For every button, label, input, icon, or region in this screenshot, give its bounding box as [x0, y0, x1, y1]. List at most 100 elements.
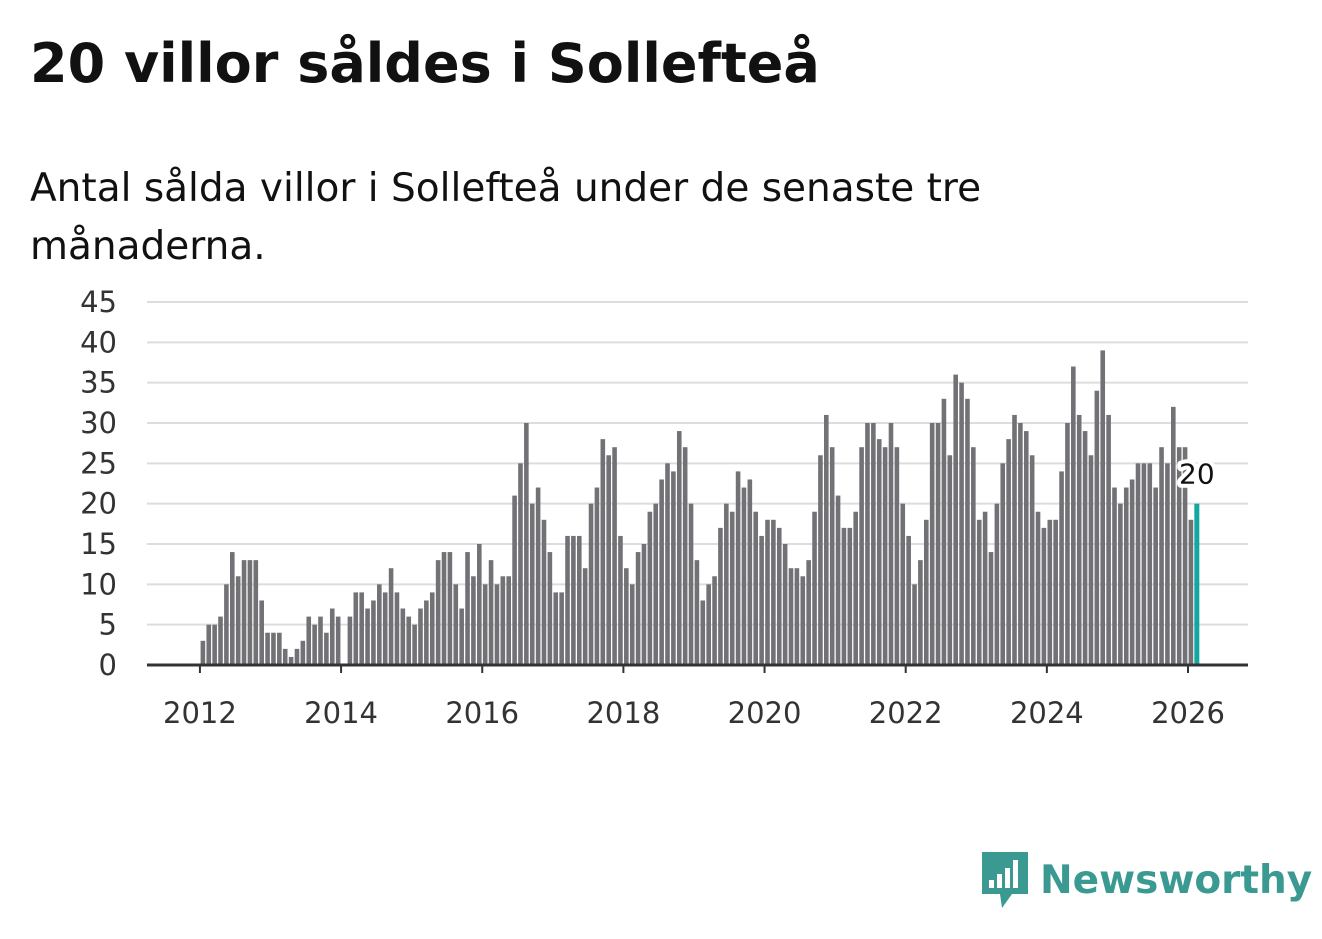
bar [306, 616, 312, 665]
bar [700, 600, 706, 665]
annotations: 2020 [1175, 454, 1219, 495]
y-axis: 0 5 10 15 20 25 30 35 40 45 [80, 285, 117, 682]
bar [1106, 414, 1111, 665]
bar [1012, 414, 1017, 665]
bar [894, 447, 900, 665]
bar [1147, 463, 1153, 665]
bar [1135, 463, 1141, 665]
bar [835, 495, 841, 665]
bar [535, 487, 541, 665]
bar-latest [1194, 503, 1200, 665]
bar [959, 382, 964, 665]
bar [882, 447, 888, 665]
bar [629, 584, 635, 665]
bar [1176, 447, 1182, 665]
chart-subtitle: Antal sålda villor i Sollefteå under de … [30, 166, 982, 269]
bar [500, 576, 506, 665]
bar [1129, 479, 1135, 665]
bar [406, 616, 412, 665]
bar [1018, 423, 1023, 665]
bar [259, 600, 264, 665]
bar [624, 568, 629, 665]
bar [388, 568, 394, 665]
bar [965, 398, 970, 665]
bar [771, 519, 776, 665]
bar [541, 519, 547, 665]
bar [300, 640, 306, 665]
bar [818, 455, 823, 665]
bar [1035, 511, 1041, 665]
bar [477, 544, 482, 665]
bar [1071, 366, 1076, 665]
x-tick-label: 2016 [445, 696, 519, 730]
bar [424, 600, 429, 665]
bar [524, 423, 529, 665]
bar [912, 584, 917, 665]
bar [900, 503, 906, 665]
bar [218, 616, 223, 665]
bar [512, 495, 517, 665]
bar [776, 527, 782, 665]
bar [447, 552, 453, 665]
bar [518, 463, 523, 665]
bar [718, 527, 723, 665]
brand[interactable]: Newsworthy [980, 850, 1312, 910]
bar [1112, 487, 1117, 665]
bar [253, 560, 259, 665]
bar [824, 414, 829, 665]
bar [571, 535, 576, 665]
bar [441, 552, 447, 665]
bar [1023, 431, 1029, 665]
bar [1076, 414, 1082, 665]
bar [324, 632, 329, 665]
bar [1059, 471, 1064, 665]
bar [923, 519, 929, 665]
bar [429, 592, 435, 665]
bar [412, 624, 417, 665]
bar [594, 487, 600, 665]
bar [712, 576, 717, 665]
bar [988, 552, 994, 665]
bar [947, 455, 953, 665]
bar [576, 535, 582, 665]
bar [329, 608, 335, 665]
bar [788, 568, 794, 665]
bar [829, 447, 835, 665]
bar [482, 584, 488, 665]
bar [976, 519, 982, 665]
bar [277, 632, 282, 665]
bar [365, 608, 370, 665]
bar [747, 479, 753, 665]
bar [647, 511, 653, 665]
bar [682, 447, 688, 665]
bar [288, 656, 294, 665]
bar [982, 511, 988, 665]
bar [418, 608, 423, 665]
bar [206, 624, 212, 665]
bar [941, 398, 947, 665]
bar [377, 584, 382, 665]
y-tick-label: 25 [80, 446, 117, 480]
bar [271, 632, 276, 665]
bar [1153, 487, 1158, 665]
y-tick-label: 40 [80, 325, 117, 359]
bar [1041, 527, 1047, 665]
bar [294, 648, 300, 665]
bar [871, 423, 876, 665]
bar [929, 423, 935, 665]
bar [235, 576, 241, 665]
bar [1000, 463, 1006, 665]
bar [1100, 350, 1106, 665]
x-tick-label: 2022 [869, 696, 943, 730]
brand-name: Newsworthy [1040, 857, 1313, 903]
bar [806, 560, 811, 665]
bar [282, 648, 288, 665]
bar [918, 560, 923, 665]
bar [371, 600, 376, 665]
bar [612, 447, 617, 665]
bar [724, 503, 729, 665]
bar [547, 552, 553, 665]
last-value-halo: 20 [1179, 458, 1215, 491]
bar [312, 624, 317, 665]
bar [659, 479, 664, 665]
